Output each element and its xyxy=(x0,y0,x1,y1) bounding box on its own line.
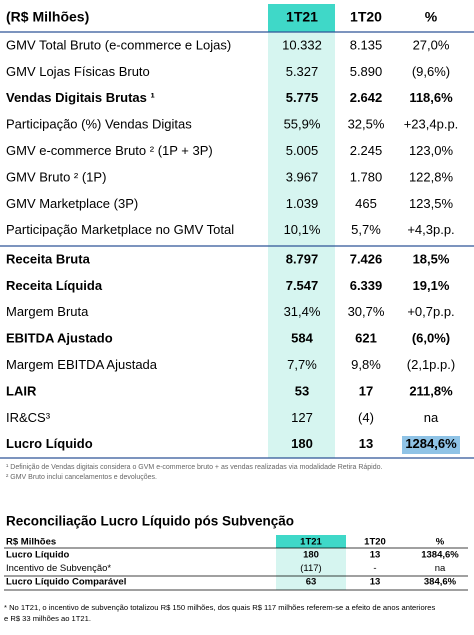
row-label: Incentivo de Subvenção* xyxy=(6,563,111,574)
header-cell: % xyxy=(425,9,438,25)
row-label: Receita Bruta xyxy=(6,251,91,266)
value-cell: +0,7p.p. xyxy=(407,304,454,319)
value-cell: (9,6%) xyxy=(412,64,450,79)
value-cell: 18,5% xyxy=(413,251,450,266)
value-cell: 3.967 xyxy=(286,169,319,184)
value-cell: 1284,6% xyxy=(405,436,457,451)
header-highlight xyxy=(276,535,346,548)
row-label: Vendas Digitais Brutas ¹ xyxy=(6,90,155,105)
value-cell: 584 xyxy=(291,331,313,346)
value-cell: 384,6% xyxy=(424,577,457,588)
cell-highlight xyxy=(402,436,460,454)
header-highlight xyxy=(268,4,335,32)
value-cell: 1.039 xyxy=(286,196,319,211)
footnote: ² GMV Bruto inclui cancelamentos e devol… xyxy=(6,474,157,481)
value-cell: +23,4p.p. xyxy=(404,117,459,132)
value-cell: na xyxy=(435,563,446,574)
value-cell: 180 xyxy=(291,436,313,451)
value-cell: 5.005 xyxy=(286,143,319,158)
header-cell: R$ Milhões xyxy=(6,537,56,548)
row-label: Lucro Líquido xyxy=(6,436,93,451)
value-cell: 7,7% xyxy=(287,357,317,372)
value-cell: 13 xyxy=(359,436,373,451)
value-cell: 9,8% xyxy=(351,357,381,372)
row-label: GMV Total Bruto (e-commerce e Lojas) xyxy=(6,37,231,52)
value-cell: 127 xyxy=(291,410,313,425)
value-cell: 118,6% xyxy=(409,90,453,105)
value-cell: 10,1% xyxy=(284,222,321,237)
header-cell: (R$ Milhões) xyxy=(6,9,89,25)
row-label: IR&CS³ xyxy=(6,410,51,425)
value-cell: 31,4% xyxy=(284,304,321,319)
value-cell: 5.775 xyxy=(286,90,319,105)
row-label: LAIR xyxy=(6,383,37,398)
row-label: Margem EBITDA Ajustada xyxy=(6,357,158,372)
value-cell: (6,0%) xyxy=(412,331,450,346)
header-cell: 1T21 xyxy=(300,537,322,548)
value-cell: 17 xyxy=(359,383,373,398)
value-cell: 123,0% xyxy=(409,143,454,158)
header-cell: 1T20 xyxy=(350,9,382,25)
value-cell: 1.780 xyxy=(350,169,383,184)
row-label: EBITDA Ajustado xyxy=(6,331,113,346)
section-title: Reconciliação Lucro Líquido pós Subvençã… xyxy=(6,514,294,529)
value-cell: 8.797 xyxy=(286,251,319,266)
value-cell: 122,8% xyxy=(409,169,454,184)
row-label: GMV Lojas Físicas Bruto xyxy=(6,64,150,79)
row-label: Participação (%) Vendas Digitas xyxy=(6,117,192,132)
value-cell: 13 xyxy=(370,577,381,588)
header-cell: % xyxy=(436,537,445,548)
footnote: * No 1T21, o incentivo de subvenção tota… xyxy=(4,603,437,623)
value-cell: (4) xyxy=(358,410,374,425)
value-cell: 55,9% xyxy=(284,117,321,132)
value-cell: 123,5% xyxy=(409,196,454,211)
value-cell: 53 xyxy=(295,383,309,398)
row-label: Margem Bruta xyxy=(6,304,89,319)
row-label: GMV e-commerce Bruto ² (1P + 3P) xyxy=(6,143,213,158)
value-cell: 211,8% xyxy=(409,383,453,398)
value-cell: 180 xyxy=(303,550,319,561)
value-cell: 32,5% xyxy=(348,117,385,132)
value-cell: 13 xyxy=(370,550,381,561)
header-cell: 1T21 xyxy=(286,9,318,25)
value-cell: na xyxy=(424,410,439,425)
row-label: GMV Marketplace (3P) xyxy=(6,196,138,211)
value-cell: 621 xyxy=(355,331,377,346)
value-cell: 30,7% xyxy=(348,304,385,319)
column-highlight xyxy=(268,32,335,458)
value-cell: 6.339 xyxy=(350,278,383,293)
row-label: Receita Líquida xyxy=(6,278,103,293)
value-cell: (117) xyxy=(300,563,321,574)
value-cell: 10.332 xyxy=(282,37,322,52)
value-cell: 1384,6% xyxy=(421,550,459,561)
row-label: Participação Marketplace no GMV Total xyxy=(6,222,234,237)
value-cell: 63 xyxy=(306,577,317,588)
value-cell: 5.890 xyxy=(350,64,383,79)
header-cell: 1T20 xyxy=(364,537,386,548)
value-cell: (2,1p.p.) xyxy=(407,357,455,372)
column-highlight xyxy=(276,548,346,590)
value-cell: 5.327 xyxy=(286,64,319,79)
row-label: GMV Bruto ² (1P) xyxy=(6,169,106,184)
value-cell: 27,0% xyxy=(413,37,450,52)
value-cell: - xyxy=(373,563,376,574)
row-label: Lucro Líquido xyxy=(6,550,70,561)
value-cell: 2.245 xyxy=(350,143,383,158)
footnote: ¹ Definição de Vendas digitais considera… xyxy=(6,464,383,471)
value-cell: 7.547 xyxy=(286,278,319,293)
value-cell: 465 xyxy=(355,196,377,211)
value-cell: 19,1% xyxy=(413,278,450,293)
value-cell: +4,3p.p. xyxy=(407,222,454,237)
value-cell: 2.642 xyxy=(350,90,383,105)
value-cell: 5,7% xyxy=(351,222,381,237)
row-label: Lucro Líquido Comparável xyxy=(6,577,126,588)
value-cell: 7.426 xyxy=(350,251,383,266)
value-cell: 8.135 xyxy=(350,37,383,52)
